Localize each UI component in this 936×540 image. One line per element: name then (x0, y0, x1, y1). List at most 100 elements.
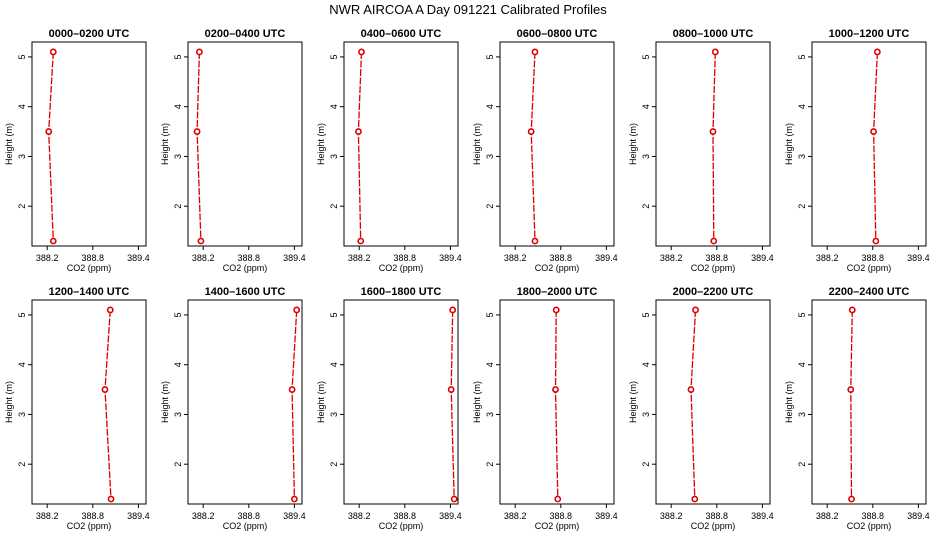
plot-frame (655, 41, 771, 247)
x-tick-label: 388.2 (504, 511, 527, 521)
profile-point (872, 237, 880, 245)
x-tick-label: 388.8 (82, 253, 105, 263)
y-tick-label: 3 (329, 412, 339, 417)
y-axis-label: Height (m) (316, 381, 326, 423)
y-tick-label: 3 (641, 412, 651, 417)
y-tick-label: 5 (329, 312, 339, 317)
y-tick-label: 5 (485, 312, 495, 317)
x-tick-label: 388.2 (816, 511, 839, 521)
x-tick-label: 388.8 (238, 511, 261, 521)
profile-point (687, 386, 695, 393)
y-tick-label: 3 (173, 412, 183, 417)
x-tick-label: 388.2 (348, 511, 371, 521)
x-axis-label: CO2 (ppm) (535, 263, 580, 273)
plot-frame (187, 299, 303, 505)
plot-frame (187, 41, 303, 247)
profile-line (357, 51, 363, 242)
y-tick-label: 3 (641, 154, 651, 159)
x-tick-label: 388.8 (550, 511, 573, 521)
y-tick-label: 3 (797, 412, 807, 417)
profile-point (552, 306, 560, 314)
panel-title: 0600–0800 UTC (517, 28, 598, 40)
profile-line (196, 51, 202, 242)
y-axis-label: Height (m) (4, 381, 14, 423)
y-tick-label: 4 (485, 104, 495, 109)
panel-title: 2200–2400 UTC (829, 286, 910, 298)
profile-line (291, 309, 298, 500)
x-tick-label: 388.8 (238, 253, 261, 263)
x-tick-label: 389.4 (439, 253, 462, 263)
panel-title: 0800–1000 UTC (673, 28, 754, 40)
y-tick-label: 4 (485, 362, 495, 367)
profile-point (873, 48, 881, 56)
y-tick-label: 2 (797, 462, 807, 467)
x-axis-label: CO2 (ppm) (67, 263, 112, 273)
panel-7: 1200–1400 UTC 388.2 388.8 389.4 2 3 4 5 CO2 (ppm… (4, 286, 150, 531)
y-axis-label: Height (m) (160, 123, 170, 165)
x-tick-label: 389.4 (907, 511, 930, 521)
panel-title: 2000–2200 UTC (673, 286, 754, 298)
x-tick-label: 388.8 (706, 511, 729, 521)
y-tick-label: 5 (173, 54, 183, 59)
panel-11: 2000–2200 UTC 388.2 388.8 389.4 2 3 4 5 CO2 (ppm… (628, 286, 774, 531)
y-tick-label: 4 (797, 362, 807, 367)
y-axis-label: Height (m) (472, 123, 482, 165)
profile-point (101, 386, 109, 393)
x-tick-label: 388.2 (36, 253, 59, 263)
panel-2: 0200–0400 UTC 388.2 388.8 389.4 2 3 4 5 CO2 (ppm… (160, 28, 306, 273)
plot-frame (31, 299, 147, 505)
panel-3: 0400–0600 UTC 388.2 388.8 389.4 2 3 4 5 CO2 (ppm… (316, 28, 462, 273)
y-tick-label: 4 (641, 362, 651, 367)
x-axis-label: CO2 (ppm) (847, 263, 892, 273)
y-axis-label: Height (m) (472, 381, 482, 423)
panel-title: 0000–0200 UTC (49, 28, 130, 40)
y-tick-label: 2 (17, 204, 27, 209)
panel-4: 0600–0800 UTC 388.2 388.8 389.4 2 3 4 5 CO2 (ppm… (472, 28, 618, 273)
profile-point (293, 306, 301, 314)
y-tick-label: 3 (17, 154, 27, 159)
profile-point (527, 128, 535, 135)
panel-title: 1800–2000 UTC (517, 286, 598, 298)
panel-title: 1600–1800 UTC (361, 286, 442, 298)
x-tick-label: 389.4 (907, 253, 930, 263)
profile-point (195, 48, 203, 56)
x-tick-label: 389.4 (127, 511, 150, 521)
profile-line (48, 51, 54, 242)
profile-line (530, 51, 536, 242)
plot-frame (811, 41, 927, 247)
profile-line (450, 309, 455, 500)
y-tick-label: 5 (641, 54, 651, 59)
y-axis-label: Height (m) (4, 123, 14, 165)
x-tick-label: 389.4 (283, 511, 306, 521)
y-tick-label: 5 (173, 312, 183, 317)
x-axis-label: CO2 (ppm) (535, 521, 580, 531)
y-tick-label: 4 (173, 362, 183, 367)
panel-9: 1600–1800 UTC 388.2 388.8 389.4 2 3 4 5 CO2 (ppm… (316, 286, 462, 531)
panel-12: 2200–2400 UTC 388.2 388.8 389.4 2 3 4 5 CO2 (ppm… (784, 286, 930, 531)
x-tick-label: 388.2 (660, 253, 683, 263)
profile-point (709, 128, 717, 135)
profile-point (355, 128, 362, 135)
panel-10: 1800–2000 UTC 388.2 388.8 389.4 2 3 4 5 CO2 (ppm… (472, 286, 618, 531)
profile-point (711, 48, 719, 56)
profile-point (49, 48, 57, 56)
profile-point (870, 128, 877, 135)
y-tick-label: 5 (17, 54, 27, 59)
y-tick-label: 2 (641, 462, 651, 467)
profile-point (49, 237, 57, 245)
y-tick-label: 4 (329, 104, 339, 109)
y-tick-label: 4 (641, 104, 651, 109)
x-tick-label: 388.2 (192, 253, 215, 263)
x-tick-label: 388.8 (862, 253, 885, 263)
x-tick-label: 389.4 (127, 253, 150, 263)
y-axis-label: Height (m) (628, 123, 638, 165)
profile-point (107, 495, 115, 503)
y-tick-label: 3 (797, 154, 807, 159)
y-tick-label: 4 (797, 104, 807, 109)
x-tick-label: 388.2 (192, 511, 215, 521)
y-tick-label: 3 (485, 412, 495, 417)
x-tick-label: 388.2 (504, 253, 527, 263)
x-axis-label: CO2 (ppm) (223, 263, 268, 273)
y-tick-label: 5 (641, 312, 651, 317)
